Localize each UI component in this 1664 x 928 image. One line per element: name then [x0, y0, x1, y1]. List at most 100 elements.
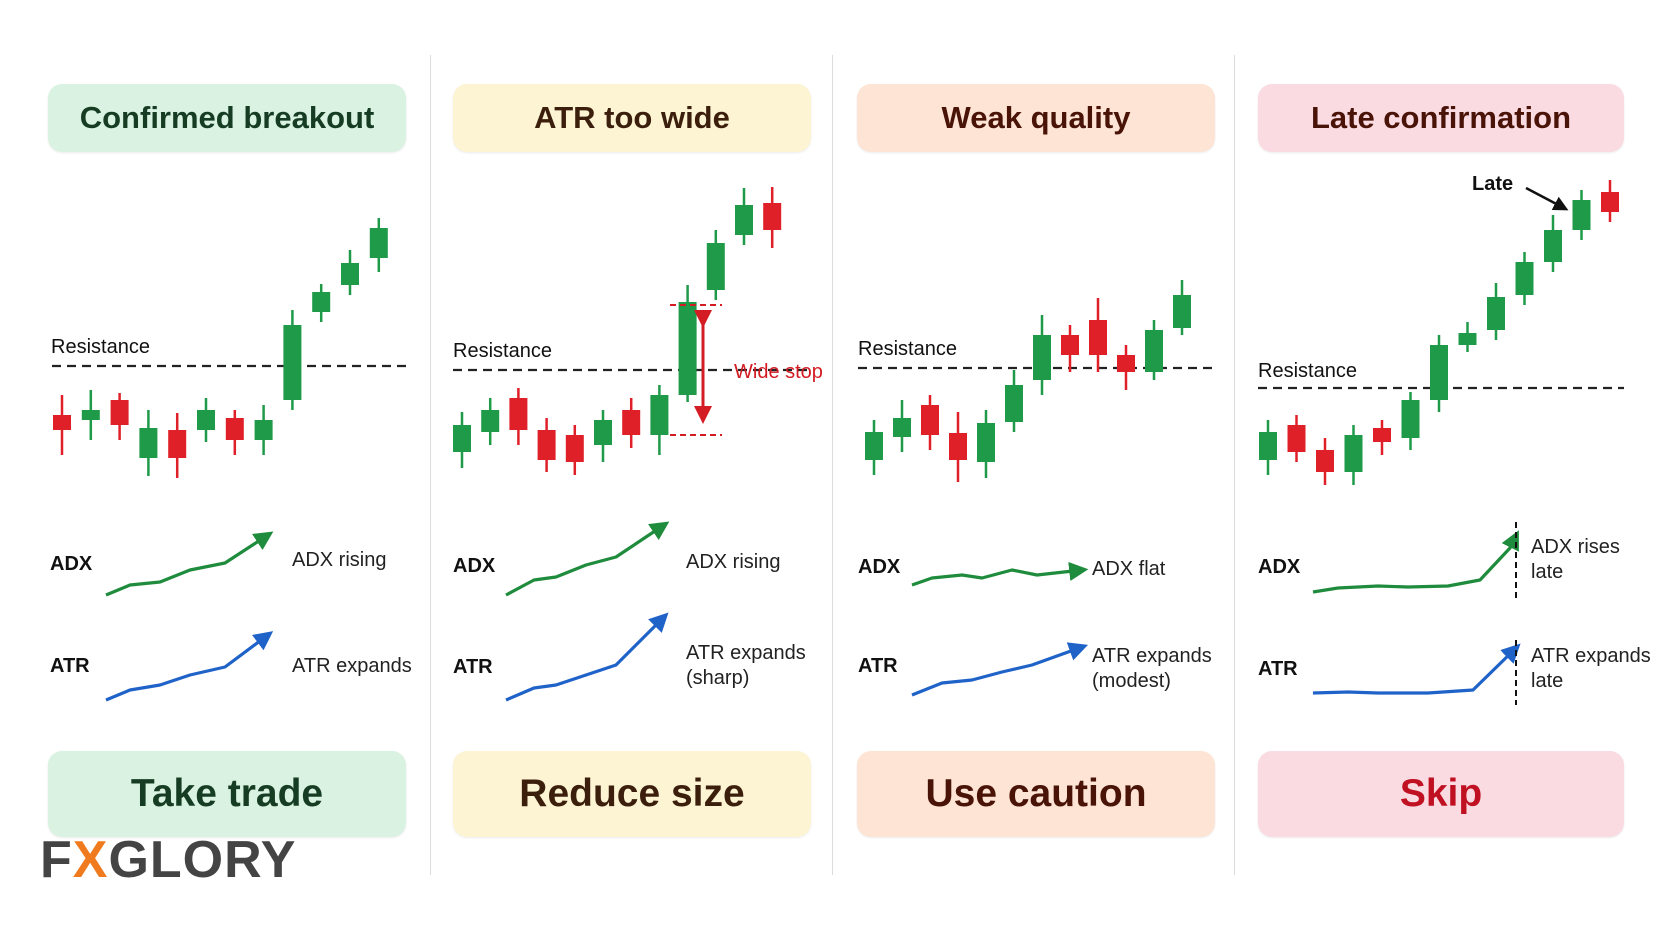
candlestick-chart: Resistance ADX ATR ADX rises late ATR expands…	[1258, 173, 1651, 705]
bearish-candle	[622, 410, 641, 435]
bearish-candle	[1601, 192, 1619, 212]
atr-note: ATR expands	[292, 655, 412, 677]
atr-label: ATR	[858, 655, 898, 677]
bearish-candle	[110, 400, 129, 425]
adx-note: ADX rising	[686, 551, 780, 573]
verdict-banner: Reduce size	[453, 751, 811, 837]
atr-label: ATR	[453, 656, 493, 678]
bearish-candle	[949, 433, 967, 460]
bearish-candle	[1287, 425, 1306, 452]
late-arrow	[1525, 186, 1569, 211]
resistance-label: Resistance	[453, 340, 552, 362]
candlestick-chart: Resistance ADX ATR ADX flat ATR expands (mode…	[858, 280, 1215, 697]
bullish-candle	[1005, 385, 1023, 422]
column-divider	[1234, 55, 1235, 875]
panel-title-banner: Confirmed breakout	[48, 84, 406, 152]
bullish-candle	[1173, 295, 1191, 328]
atr-label: ATR	[50, 655, 90, 677]
panel-title: ATR too wide	[534, 100, 730, 135]
bullish-candle	[650, 395, 669, 435]
panel-title-banner: ATR too wide	[453, 84, 811, 152]
bullish-candle	[1458, 333, 1477, 345]
bullish-candle	[283, 325, 302, 400]
adx-trend-line	[105, 531, 274, 597]
bullish-candle	[1401, 400, 1420, 438]
atr-note: late	[1531, 670, 1563, 692]
resistance-label: Resistance	[51, 336, 150, 358]
candlestick-chart: Resistance ADX ATR ADX rising ATR expands (sh…	[453, 187, 823, 702]
bullish-candle	[197, 410, 215, 430]
late-label: Late	[1472, 173, 1513, 195]
bullish-candle	[341, 263, 359, 285]
bearish-candle	[53, 415, 71, 430]
bullish-candle	[1487, 297, 1505, 330]
brand-logo: FXGLORY	[40, 830, 296, 890]
bullish-candle	[1033, 335, 1051, 380]
bullish-candle	[1515, 262, 1534, 295]
resistance-label: Resistance	[858, 338, 957, 360]
panel-title-banner: Late confirmation	[1258, 84, 1624, 152]
adx-trend-line	[1312, 530, 1519, 594]
panel-weak-quality: Weak quality Resistance ADX ATR ADX flat ATR…	[832, 0, 1248, 928]
bullish-candle	[1572, 200, 1591, 230]
adx-trend-line	[911, 561, 1089, 587]
bearish-candle	[1373, 428, 1391, 442]
verdict-label: Use caution	[925, 772, 1147, 815]
panel-atr-too-wide: ATR too wide Resistance ADX ATR ADX rising A…	[416, 0, 832, 928]
atr-note: (sharp)	[686, 667, 749, 689]
column-divider	[832, 55, 833, 875]
atr-note: ATR expands	[686, 642, 806, 664]
candlestick-chart: Resistance ADX ATR ADX rising ATR expands	[50, 218, 412, 702]
bearish-candle	[1089, 320, 1107, 355]
bullish-candle	[1259, 432, 1277, 460]
bullish-candle	[312, 292, 331, 312]
adx-label: ADX	[1258, 556, 1301, 578]
column-divider	[430, 55, 431, 875]
bearish-candle	[537, 430, 556, 460]
bullish-candle	[481, 410, 500, 432]
bullish-candle	[735, 205, 753, 235]
bearish-candle	[1316, 450, 1334, 472]
adx-note: ADX flat	[1092, 558, 1166, 580]
bullish-candle	[678, 302, 697, 395]
atr-label: ATR	[1258, 658, 1298, 680]
bearish-candle	[921, 405, 939, 435]
atr-trend-line	[105, 631, 274, 702]
adx-note: ADX rising	[292, 549, 386, 571]
adx-trend-line	[505, 521, 670, 597]
adx-label: ADX	[858, 556, 901, 578]
atr-trend-line	[911, 642, 1089, 697]
panel-title-banner: Weak quality	[857, 84, 1215, 152]
bullish-candle	[81, 410, 100, 420]
bullish-candle	[1145, 330, 1163, 372]
panel-title: Weak quality	[941, 100, 1131, 135]
adx-label: ADX	[50, 553, 93, 575]
verdict-label: Skip	[1399, 772, 1483, 815]
verdict-label: Reduce size	[519, 772, 745, 815]
wide-stop-label: Wide stop	[734, 361, 823, 383]
logo-text-suffix: GLORY	[108, 831, 297, 889]
adx-note: ADX rises	[1531, 536, 1620, 558]
panel-title: Confirmed breakout	[79, 100, 375, 135]
atr-note: ATR expands	[1531, 645, 1651, 667]
atr-trend-line	[505, 612, 669, 702]
verdict-banner: Use caution	[857, 751, 1215, 837]
atr-note: ATR expands	[1092, 645, 1212, 667]
atr-note: (modest)	[1092, 670, 1171, 692]
bearish-candle	[509, 398, 528, 430]
bullish-candle	[254, 420, 273, 440]
bullish-candle	[594, 420, 612, 445]
verdict-label: Take trade	[130, 772, 324, 815]
logo-text-prefix: FX	[40, 831, 109, 889]
bearish-candle	[168, 430, 187, 458]
bullish-candle	[977, 423, 995, 462]
bearish-candle	[763, 203, 782, 230]
bearish-candle	[565, 435, 584, 462]
verdict-banner: Skip	[1258, 751, 1624, 837]
panel-title: Late confirmation	[1310, 100, 1572, 135]
bullish-candle	[893, 418, 911, 437]
adx-note: late	[1531, 561, 1563, 583]
atr-trend-line	[1312, 643, 1521, 695]
bullish-candle	[1430, 345, 1448, 400]
